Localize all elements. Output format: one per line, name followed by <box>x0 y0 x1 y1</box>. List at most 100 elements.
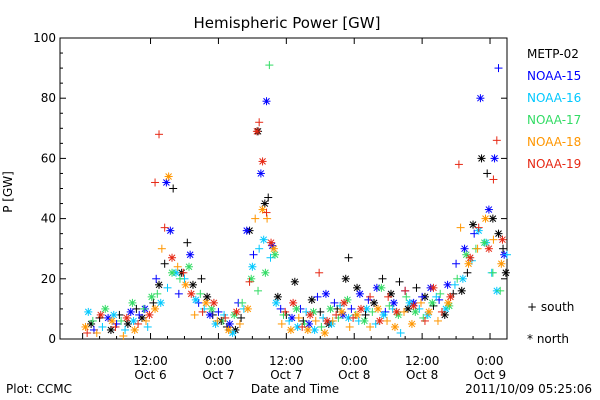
south-marker-noaa-17 <box>402 292 411 301</box>
south-marker-noaa-16 <box>98 322 107 331</box>
south-marker-noaa-15 <box>347 304 356 313</box>
south-marker-noaa-15 <box>174 289 183 298</box>
south-marker-noaa-18 <box>157 244 166 253</box>
north-marker-noaa-15 <box>490 154 499 163</box>
south-marker-metp-02 <box>169 184 178 193</box>
south-marker-noaa-19 <box>179 268 188 277</box>
north-marker-noaa-16 <box>362 304 371 313</box>
north-marker-metp-02 <box>123 319 132 328</box>
north-marker-noaa-19 <box>429 283 438 292</box>
north-marker-noaa-15 <box>476 94 485 103</box>
south-marker-noaa-17 <box>453 274 462 283</box>
north-marker-noaa-15 <box>256 169 265 178</box>
north-marker-noaa-18 <box>497 259 506 268</box>
x-tick-date-label: Oct 9 <box>474 368 506 382</box>
north-marker-metp-02 <box>477 154 486 163</box>
north-marker-noaa-19 <box>289 298 298 307</box>
north-marker-noaa-18 <box>353 310 362 319</box>
north-marker-noaa-18 <box>444 298 453 307</box>
south-marker-noaa-19 <box>221 313 230 322</box>
north-marker-noaa-16 <box>379 310 388 319</box>
legend-entry-noaa-15: NOAA-15 <box>527 69 581 83</box>
south-marker-noaa-19 <box>111 322 120 331</box>
south-marker-noaa-18 <box>235 319 244 328</box>
south-marker-noaa-19 <box>281 307 290 316</box>
south-marker-metp-02 <box>361 310 370 319</box>
south-marker-noaa-19 <box>298 322 307 331</box>
north-marker-noaa-18 <box>269 244 278 253</box>
north-marker-noaa-17 <box>207 304 216 313</box>
south-marker-metp-02 <box>378 274 387 283</box>
south-marker-noaa-15 <box>494 64 503 73</box>
south-marker-noaa-17 <box>317 322 326 331</box>
chart-title: Hemispheric Power [GW] <box>194 14 381 32</box>
south-marker-noaa-19 <box>454 160 463 169</box>
north-marker-noaa-18 <box>424 307 433 316</box>
data-markers <box>81 61 511 340</box>
marker-legend-south: + south <box>527 300 574 314</box>
north-marker-noaa-15 <box>162 178 171 187</box>
south-marker-noaa-15 <box>418 292 427 301</box>
north-marker-noaa-18 <box>286 325 295 334</box>
north-marker-noaa-15 <box>166 226 175 235</box>
y-axis-ticks: 0 20 40 60 80 100 <box>33 31 507 346</box>
north-marker-noaa-17 <box>101 304 110 313</box>
south-marker-metp-02 <box>412 283 421 292</box>
north-marker-metp-02 <box>307 295 316 304</box>
x-tick-date-label: Oct 8 <box>338 368 370 382</box>
north-marker-noaa-17 <box>185 262 194 271</box>
north-marker-noaa-19 <box>209 298 218 307</box>
north-marker-noaa-18 <box>108 316 117 325</box>
north-marker-noaa-17 <box>168 268 177 277</box>
south-marker-noaa-15 <box>276 304 285 313</box>
south-marker-noaa-16 <box>450 280 459 289</box>
south-marker-noaa-19 <box>492 136 501 145</box>
south-marker-noaa-18 <box>366 322 375 331</box>
north-marker-noaa-19 <box>498 235 507 244</box>
south-marker-noaa-17 <box>238 298 247 307</box>
south-marker-noaa-15 <box>214 307 223 316</box>
north-marker-noaa-15 <box>205 310 214 319</box>
north-marker-noaa-18 <box>337 307 346 316</box>
north-marker-noaa-19 <box>446 292 455 301</box>
south-marker-noaa-15 <box>452 259 461 268</box>
north-marker-noaa-17 <box>292 304 301 313</box>
north-marker-metp-02 <box>494 229 503 238</box>
y-tick-label: 40 <box>41 212 56 226</box>
north-marker-noaa-18 <box>481 214 490 223</box>
south-marker-noaa-18 <box>142 316 151 325</box>
south-marker-noaa-18 <box>173 262 182 271</box>
legend-entry-noaa-19: NOAA-19 <box>527 157 581 171</box>
south-marker-noaa-19 <box>83 328 92 337</box>
south-marker-noaa-18 <box>400 307 409 316</box>
south-marker-metp-02 <box>132 304 141 313</box>
south-marker-metp-02 <box>463 268 472 277</box>
south-marker-noaa-19 <box>366 292 375 301</box>
north-marker-noaa-16 <box>129 316 138 325</box>
south-marker-noaa-18 <box>473 244 482 253</box>
north-marker-metp-02 <box>290 277 299 286</box>
south-marker-noaa-15 <box>249 250 258 259</box>
south-marker-metp-02 <box>183 238 192 247</box>
south-marker-metp-02 <box>344 253 353 262</box>
south-marker-noaa-16 <box>121 325 130 334</box>
south-marker-noaa-18 <box>213 316 222 325</box>
north-marker-noaa-15 <box>443 280 452 289</box>
north-marker-noaa-19 <box>252 127 261 136</box>
south-marker-noaa-17 <box>254 286 263 295</box>
north-marker-noaa-16 <box>259 235 268 244</box>
north-marker-noaa-19 <box>258 157 267 166</box>
south-marker-noaa-19 <box>198 307 207 316</box>
north-marker-noaa-18 <box>243 304 252 313</box>
south-marker-noaa-17 <box>368 307 377 316</box>
north-marker-noaa-15 <box>389 298 398 307</box>
legend-entry-noaa-17: NOAA-17 <box>527 113 581 127</box>
north-marker-noaa-19 <box>357 304 366 313</box>
north-marker-noaa-16 <box>84 307 93 316</box>
south-marker-noaa-19 <box>489 175 498 184</box>
north-marker-noaa-19 <box>323 316 332 325</box>
north-marker-noaa-19 <box>187 289 196 298</box>
south-marker-noaa-18 <box>489 235 498 244</box>
south-marker-noaa-16 <box>396 328 405 337</box>
